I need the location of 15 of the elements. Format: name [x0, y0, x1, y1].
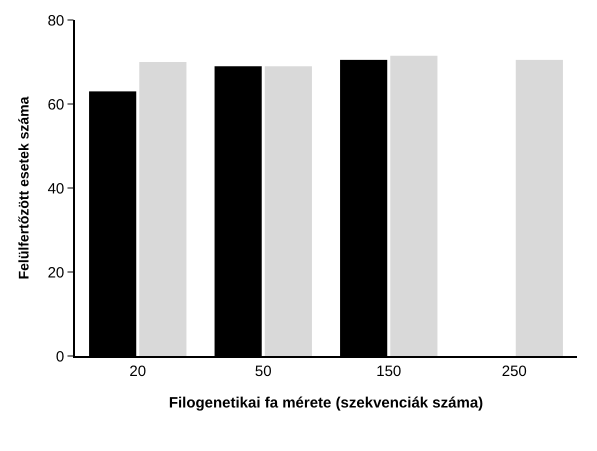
x-axis-title: Filogenetikai fa mérete (szekvenciák száma): [168, 394, 484, 412]
x-tick-label: 250: [502, 362, 527, 380]
bar: [264, 66, 312, 356]
y-tick-label: 40: [48, 180, 64, 198]
y-tick-label: 60: [48, 96, 64, 114]
y-tick-label: 20: [48, 264, 64, 282]
x-tick-label: 150: [376, 362, 402, 380]
x-tick-label: 20: [129, 362, 146, 380]
y-axis-title: Felülfertőzött esetek száma: [16, 96, 32, 280]
bar: [390, 56, 438, 356]
y-tick-label: 80: [48, 12, 64, 30]
x-tick-label: 50: [254, 362, 272, 380]
y-tick-label: 0: [56, 348, 64, 366]
bar: [139, 62, 186, 356]
bar: [516, 60, 563, 356]
